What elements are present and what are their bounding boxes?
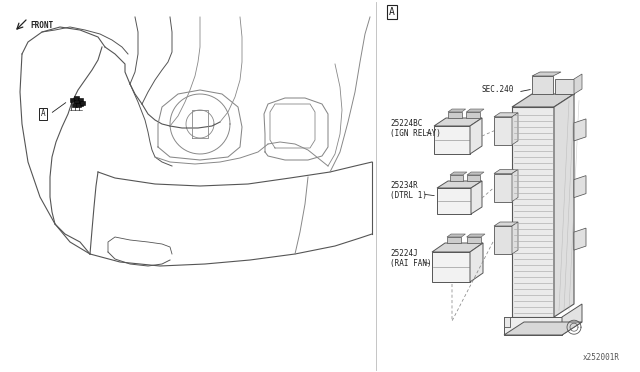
Polygon shape	[512, 222, 518, 254]
Polygon shape	[432, 243, 483, 252]
Polygon shape	[532, 72, 561, 76]
Polygon shape	[448, 109, 466, 112]
Polygon shape	[494, 222, 518, 226]
Polygon shape	[76, 103, 81, 107]
Polygon shape	[470, 118, 482, 154]
Polygon shape	[494, 173, 512, 202]
Polygon shape	[555, 79, 574, 94]
Polygon shape	[494, 226, 512, 254]
Polygon shape	[450, 175, 463, 181]
Polygon shape	[74, 100, 79, 104]
Polygon shape	[504, 322, 582, 335]
Polygon shape	[471, 181, 482, 214]
Polygon shape	[467, 109, 484, 112]
Polygon shape	[574, 176, 586, 198]
Polygon shape	[434, 126, 470, 154]
Polygon shape	[512, 107, 554, 317]
Polygon shape	[470, 243, 483, 282]
Polygon shape	[74, 96, 79, 100]
Polygon shape	[494, 170, 518, 173]
Polygon shape	[504, 317, 562, 335]
Polygon shape	[512, 170, 518, 202]
Polygon shape	[467, 234, 485, 237]
Text: x252001R: x252001R	[583, 353, 620, 362]
Polygon shape	[78, 102, 83, 106]
Text: 25224J: 25224J	[390, 249, 418, 258]
Polygon shape	[467, 172, 484, 175]
Polygon shape	[562, 304, 582, 335]
Polygon shape	[574, 119, 586, 141]
Polygon shape	[434, 118, 482, 126]
Polygon shape	[467, 112, 480, 118]
Polygon shape	[447, 234, 465, 237]
Polygon shape	[448, 112, 461, 118]
Polygon shape	[437, 188, 471, 214]
Text: FRONT: FRONT	[30, 20, 53, 29]
Polygon shape	[512, 94, 574, 107]
Text: (IGN RELAY): (IGN RELAY)	[390, 129, 441, 138]
Polygon shape	[447, 237, 461, 243]
Text: SEC.240: SEC.240	[482, 86, 515, 94]
Polygon shape	[432, 252, 470, 282]
Polygon shape	[70, 98, 75, 102]
Text: (DTRL 1): (DTRL 1)	[390, 191, 427, 200]
Polygon shape	[72, 103, 77, 107]
Polygon shape	[78, 98, 83, 102]
Polygon shape	[437, 181, 482, 188]
Polygon shape	[467, 175, 480, 181]
Text: 25224BC: 25224BC	[390, 119, 422, 128]
Polygon shape	[504, 317, 510, 327]
Text: (RAI FAN): (RAI FAN)	[390, 259, 431, 268]
Polygon shape	[532, 76, 553, 94]
Polygon shape	[494, 117, 512, 145]
Polygon shape	[450, 172, 467, 175]
Polygon shape	[467, 237, 481, 243]
Text: A: A	[41, 109, 45, 119]
Polygon shape	[512, 113, 518, 145]
Polygon shape	[554, 94, 574, 317]
Text: 25234R: 25234R	[390, 181, 418, 190]
Polygon shape	[574, 74, 582, 94]
Polygon shape	[494, 113, 518, 117]
Text: A: A	[389, 7, 395, 17]
Polygon shape	[574, 228, 586, 250]
Polygon shape	[80, 101, 85, 105]
